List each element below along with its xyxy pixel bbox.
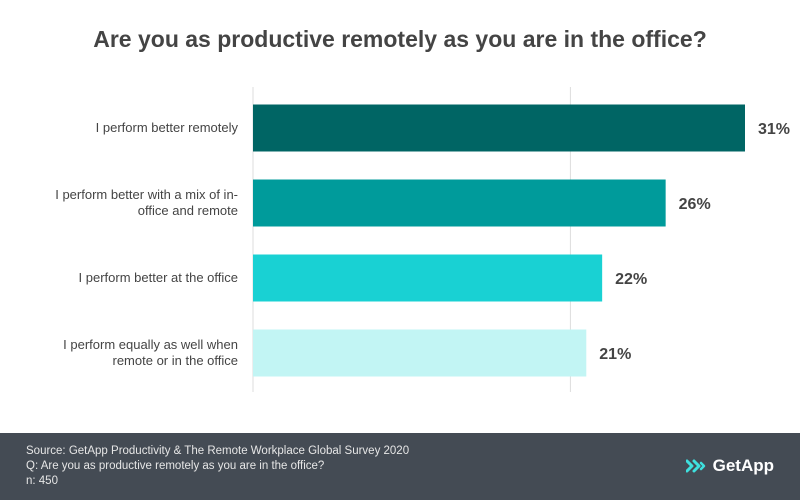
category-label: I perform better remotely [96, 120, 239, 135]
footer: Source: GetApp Productivity & The Remote… [0, 433, 800, 500]
bar-chart: 31% I perform better remotely 26% I perform… [55, 87, 790, 392]
bar [253, 329, 587, 377]
source-note: Source: GetApp Productivity & The Remote… [26, 445, 410, 457]
category-label: I perform better with a mix of in- [55, 187, 238, 202]
category-label: office and remote [138, 203, 238, 218]
category-label: I perform equally as well when [63, 337, 238, 352]
chart-title: Are you as productive remotely as you ar… [93, 26, 707, 52]
bar [253, 179, 666, 227]
bar [253, 254, 603, 302]
question-note: Q: Are you as productive remotely as you… [26, 460, 325, 472]
footer-notes: Source: GetApp Productivity & The Remote… [26, 444, 409, 489]
category-label: I perform better at the office [79, 270, 238, 285]
value-label: 22% [615, 271, 647, 288]
category-label: remote or in the office [113, 353, 239, 368]
getapp-chevrons-icon [685, 459, 705, 473]
value-label: 26% [679, 196, 711, 213]
bar [253, 104, 745, 152]
sample-size-note: n: 450 [26, 475, 58, 487]
getapp-logo: GetApp [685, 456, 774, 476]
brand-name: GetApp [712, 456, 774, 475]
value-label: 21% [599, 346, 631, 363]
value-label: 31% [758, 121, 790, 138]
